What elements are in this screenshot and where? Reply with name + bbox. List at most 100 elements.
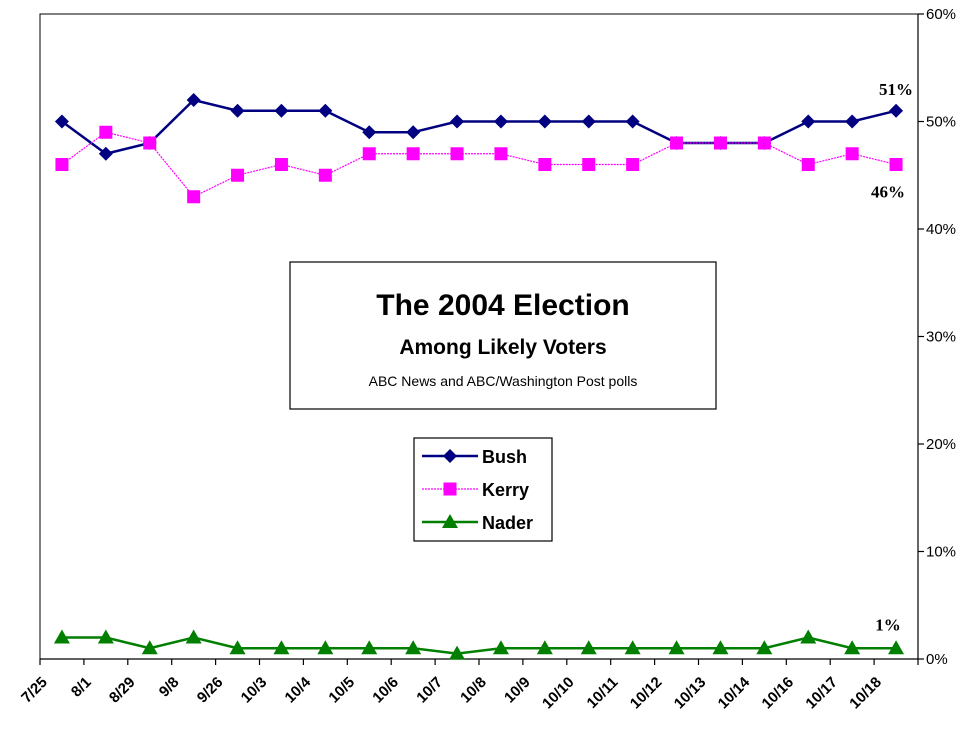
data-point-kerry	[450, 147, 464, 161]
data-point-bush	[581, 114, 596, 129]
data-point-bush	[362, 125, 377, 140]
data-point-nader	[97, 629, 114, 644]
end-label-nader: 1%	[875, 615, 901, 634]
y-tick-label: 60%	[926, 6, 956, 23]
legend-label: Bush	[482, 447, 527, 467]
data-point-bush	[406, 125, 421, 140]
series-kerry	[55, 125, 903, 204]
end-label-bush: 51%	[879, 80, 913, 99]
y-tick-label: 10%	[926, 544, 956, 561]
legend-label: Kerry	[482, 480, 529, 500]
data-point-bush	[54, 114, 69, 129]
legend-marker	[443, 449, 457, 463]
x-tick-label: 10/8	[457, 674, 490, 707]
x-tick-label: 10/9	[501, 674, 534, 707]
data-point-kerry	[538, 158, 552, 171]
data-point-nader	[844, 640, 861, 655]
data-point-nader	[53, 629, 70, 644]
data-point-kerry	[713, 136, 727, 150]
data-point-nader	[492, 640, 509, 655]
data-point-bush	[537, 114, 552, 129]
data-point-nader	[712, 640, 729, 655]
data-point-bush	[186, 93, 201, 107]
x-tick-label: 10/18	[846, 674, 885, 713]
data-point-kerry	[757, 136, 771, 150]
data-point-kerry	[99, 125, 113, 139]
legend-marker	[443, 482, 457, 496]
x-tick-label: 7/25	[18, 674, 51, 707]
x-tick-label: 10/4	[282, 673, 315, 706]
title-box: The 2004 Election Among Likely Voters AB…	[289, 261, 717, 410]
legend-item-nader: Nader	[422, 513, 533, 533]
data-point-bush	[318, 103, 333, 118]
data-point-kerry	[406, 147, 420, 161]
data-point-kerry	[626, 158, 640, 171]
legend-item-bush: Bush	[422, 447, 527, 467]
x-tick-label: 10/5	[325, 674, 358, 707]
x-tick-label: 10/14	[715, 673, 754, 712]
data-point-nader	[580, 640, 597, 655]
y-tick-label: 20%	[926, 436, 956, 453]
data-point-kerry	[187, 190, 201, 204]
data-point-nader	[624, 640, 641, 655]
end-label-kerry: 46%	[871, 183, 905, 202]
data-point-bush	[230, 103, 245, 118]
data-point-nader	[317, 640, 334, 655]
series-nader	[53, 629, 905, 660]
x-tick-label: 10/12	[627, 674, 666, 713]
data-point-bush	[493, 114, 508, 129]
x-tick-label: 8/1	[68, 674, 95, 701]
x-tick-label: 10/3	[238, 674, 271, 707]
series-line-nader	[61, 636, 897, 655]
data-point-kerry	[143, 136, 157, 150]
legend-item-kerry: Kerry	[422, 480, 529, 500]
data-point-nader	[229, 640, 246, 655]
data-point-kerry	[362, 147, 376, 161]
data-point-nader	[185, 629, 202, 644]
data-point-nader	[536, 640, 553, 655]
legend-label: Nader	[482, 513, 533, 533]
data-point-kerry	[582, 158, 596, 171]
series-line-kerry	[61, 131, 897, 198]
data-point-nader	[800, 629, 817, 644]
data-point-nader	[273, 640, 290, 655]
chart-source: ABC News and ABC/Washington Post polls	[369, 373, 638, 389]
x-tick-label: 9/26	[194, 674, 227, 707]
data-point-bush	[274, 103, 289, 118]
x-tick-label: 10/10	[539, 674, 578, 713]
data-point-bush	[889, 103, 904, 118]
y-tick-label: 50%	[926, 114, 956, 131]
data-point-nader	[361, 640, 378, 655]
data-point-nader	[888, 640, 905, 655]
data-point-nader	[668, 640, 685, 655]
data-point-kerry	[55, 158, 69, 171]
y-tick-label: 0%	[926, 651, 948, 668]
x-tick-label: 10/16	[759, 674, 798, 713]
x-tick-label: 10/13	[671, 674, 710, 713]
x-tick-label: 10/17	[802, 674, 841, 713]
y-tick-label: 30%	[926, 329, 956, 346]
x-tick-label: 10/7	[413, 674, 446, 707]
data-point-nader	[405, 640, 422, 655]
data-point-bush	[625, 114, 640, 129]
legend-marker	[442, 514, 458, 528]
legend: Bush Kerry Nader	[413, 437, 553, 542]
data-point-nader	[141, 640, 158, 655]
data-point-kerry	[231, 168, 245, 182]
data-point-kerry	[274, 158, 288, 171]
data-point-kerry	[801, 158, 815, 171]
x-tick-label: 10/6	[369, 674, 402, 707]
data-point-kerry	[494, 147, 508, 161]
data-point-kerry	[889, 158, 903, 171]
data-point-bush	[845, 114, 860, 129]
data-point-nader	[756, 640, 773, 655]
chart-title: The 2004 Election	[376, 289, 629, 322]
x-tick-label: 8/29	[106, 674, 139, 707]
x-tick-label: 9/8	[156, 674, 183, 701]
data-point-bush	[98, 146, 113, 161]
data-point-bush	[450, 114, 465, 129]
y-tick-label: 40%	[926, 221, 956, 238]
data-point-nader	[449, 645, 466, 660]
data-point-bush	[801, 114, 816, 129]
